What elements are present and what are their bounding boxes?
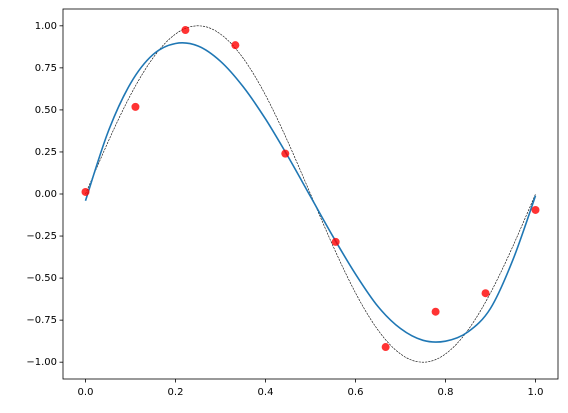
x-tick-label: 0.0 — [78, 387, 94, 398]
y-tick-label: 0.75 — [35, 63, 57, 74]
x-tick-label: 0.2 — [168, 387, 184, 398]
x-tick-label: 0.8 — [438, 387, 454, 398]
point — [181, 26, 190, 35]
point — [381, 343, 390, 352]
point — [81, 187, 90, 196]
y-tick-label: 1.00 — [35, 21, 57, 32]
x-tick-label: 0.6 — [348, 387, 364, 398]
x-tick-label: 0.4 — [258, 387, 274, 398]
fit-line — [84, 42, 537, 343]
reference-line — [85, 25, 536, 363]
point — [431, 307, 440, 316]
y-tick-label: −0.50 — [26, 273, 57, 284]
y-tick-label: −1.00 — [26, 357, 57, 368]
point — [531, 205, 540, 214]
x-tick-label: 1.0 — [528, 387, 544, 398]
point — [131, 102, 140, 111]
point — [231, 41, 240, 50]
y-tick-label: 0.50 — [35, 105, 57, 116]
y-tick-label: 0.00 — [35, 189, 57, 200]
point — [481, 289, 490, 298]
y-tick-label: 0.25 — [35, 147, 57, 158]
plot-area — [62, 8, 559, 380]
y-tick-label: −0.25 — [26, 231, 57, 242]
y-tick-label: −0.75 — [26, 315, 57, 326]
point — [331, 237, 340, 246]
point — [281, 149, 290, 158]
